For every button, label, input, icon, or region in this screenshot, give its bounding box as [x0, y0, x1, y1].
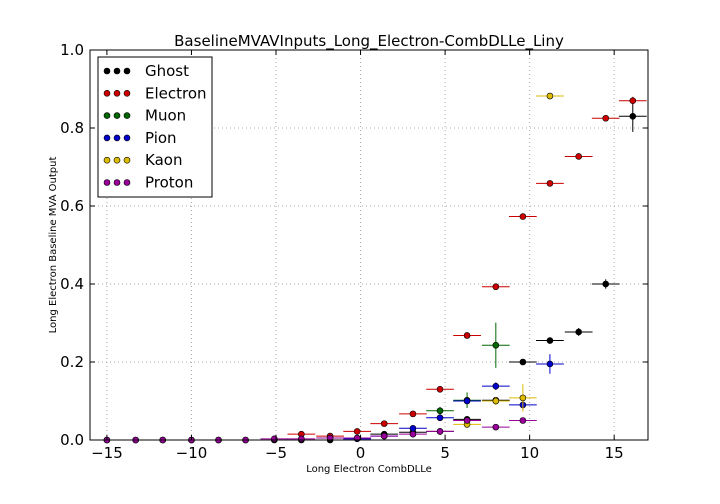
data-point: [492, 423, 500, 431]
data-point: [409, 430, 417, 438]
y-tick-label: 0.6: [60, 197, 84, 215]
legend-entry-pion: Pion: [103, 129, 177, 147]
legend-marker: [123, 112, 131, 119]
legend-marker: [113, 134, 121, 142]
legend-marker: [123, 179, 131, 186]
data-point: [463, 417, 471, 424]
data-point: [409, 424, 417, 432]
plot-frame: [89, 49, 649, 441]
y-tick-label: 0.4: [60, 275, 84, 293]
data-point: [492, 283, 500, 291]
data-point: [298, 435, 305, 443]
data-point: [519, 394, 527, 402]
legend-label: Muon: [145, 107, 186, 125]
y-tick-label: 0.8: [60, 119, 84, 137]
legend-box: [97, 56, 213, 198]
legend-marker: [113, 156, 121, 164]
x-tick-label: −15: [91, 444, 123, 462]
legend-entry-electron: Electron: [103, 84, 207, 102]
data-point: [463, 332, 471, 339]
data-point: [519, 213, 527, 220]
data-point: [492, 382, 500, 390]
data-point: [409, 410, 417, 418]
data-point: [629, 97, 637, 104]
legend-marker: [103, 134, 111, 142]
data-point: [436, 414, 444, 422]
data-point: [575, 153, 582, 160]
x-tick-label: 10: [520, 444, 539, 462]
legend-label: Kaon: [145, 151, 182, 169]
legend-entry-proton: Proton: [103, 174, 193, 192]
data-point: [436, 407, 444, 415]
data-point: [380, 420, 388, 427]
legend-label: Electron: [145, 84, 207, 102]
data-point: [492, 341, 500, 349]
y-axis-label: Long Electron Baseline MVA Output: [48, 157, 59, 334]
x-tick-label: −5: [265, 444, 287, 462]
legend-marker: [123, 134, 131, 142]
data-point: [602, 114, 610, 122]
data-point: [492, 397, 500, 405]
legend-label: Ghost: [145, 62, 189, 80]
data-point: [546, 180, 554, 187]
legend-marker: [113, 67, 121, 75]
data-point: [546, 337, 554, 344]
data-point: [353, 428, 361, 435]
x-axis-label: Long Electron CombDLLe: [306, 464, 432, 475]
legend-label: Pion: [145, 129, 177, 147]
x-tick-label: 5: [440, 444, 450, 462]
axis-ticks: −15 −10 −5 0 5 10 15 0.0 0.2 0.4 0.6 0.8 1.0: [60, 41, 648, 462]
data-point: [629, 113, 637, 120]
legend-marker: [103, 179, 111, 186]
y-tick-label: 0.0: [60, 431, 84, 449]
data-point: [436, 385, 444, 393]
data-point: [519, 358, 527, 366]
data-point: [436, 428, 444, 435]
data-point: [463, 397, 471, 405]
data-point: [575, 328, 582, 336]
legend-marker: [113, 90, 121, 97]
legend-marker: [103, 67, 111, 75]
y-tick-label: 0.2: [60, 353, 84, 371]
series-electron: [287, 96, 647, 440]
legend-entry-kaon: Kaon: [103, 151, 182, 169]
data-point: [546, 92, 554, 100]
legend-label: Proton: [145, 174, 193, 192]
legend-marker: [113, 112, 121, 119]
legend-marker: [113, 179, 121, 186]
legend-entry-muon: Muon: [103, 107, 186, 125]
data-point: [519, 417, 527, 424]
legend-marker: [123, 156, 131, 164]
x-tick-label: 15: [605, 444, 624, 462]
chart-title: BaselineMVAVInputs_Long_Electron-CombDLL…: [174, 32, 564, 51]
legend-marker: [103, 112, 111, 119]
legend-entry-ghost: Ghost: [103, 62, 189, 80]
data-point: [602, 280, 610, 288]
y-tick-label: 1.0: [60, 41, 84, 59]
x-tick-label: −10: [176, 444, 208, 462]
data-point: [546, 360, 554, 368]
legend-marker: [103, 90, 111, 97]
legend: Ghost Electron Muon Pion Kaon Proton: [97, 56, 213, 198]
legend-marker: [103, 156, 111, 164]
legend-marker: [123, 67, 131, 75]
x-tick-label: 0: [356, 444, 366, 462]
data-point: [380, 432, 388, 440]
legend-marker: [123, 90, 131, 97]
